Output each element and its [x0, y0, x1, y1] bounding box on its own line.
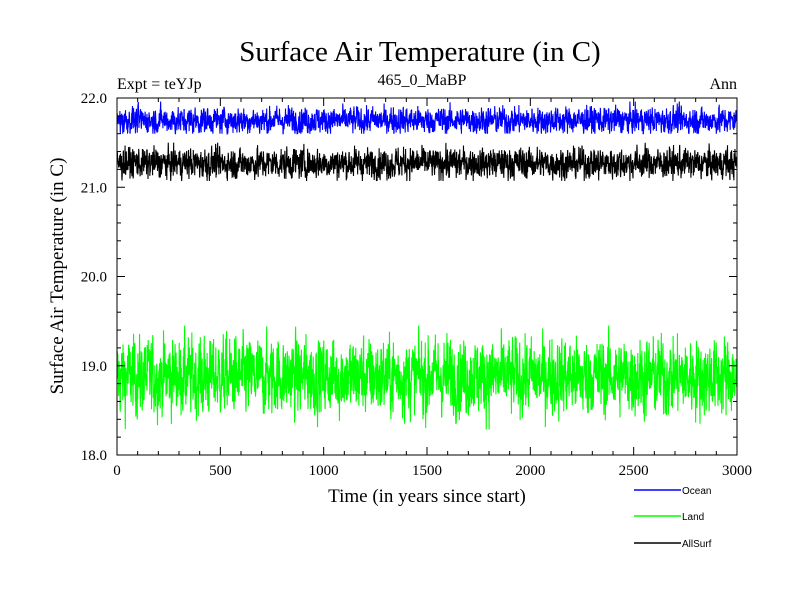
y-axis: 18.0 19.0 20.0 21.0 22.0: [81, 91, 737, 464]
series-line-land: [116, 325, 738, 430]
chart-title: Surface Air Temperature (in C): [239, 36, 600, 68]
series-line-allsurf: [116, 142, 738, 182]
x-axis: 0 500 1000 1500 2000 2500 3000: [113, 98, 752, 479]
x-tick-label: 1000: [309, 463, 339, 479]
x-tick-label: 500: [209, 463, 232, 479]
legend-label-land: Land: [682, 512, 704, 523]
x-tick-label: 2500: [619, 463, 649, 479]
x-tick-label: 2000: [515, 463, 545, 479]
series-line-ocean: [116, 101, 738, 136]
y-axis-label: Surface Air Temperature (in C): [47, 158, 68, 395]
y-tick-label: 22.0: [81, 91, 107, 107]
y-tick-label: 18.0: [81, 448, 107, 464]
x-tick-label: 0: [113, 463, 121, 479]
legend-label-ocean: Ocean: [682, 486, 711, 497]
series-layer: [116, 101, 738, 430]
legend-label-allsurf: AllSurf: [682, 539, 712, 550]
legend: Ocean Land AllSurf: [634, 486, 712, 550]
y-tick-label: 21.0: [81, 180, 107, 196]
experiment-label: Expt = teYJp: [117, 76, 202, 93]
period-label: 465_0_MaBP: [378, 72, 467, 89]
season-label: Ann: [709, 76, 737, 93]
x-axis-label: Time (in years since start): [328, 486, 526, 507]
x-tick-label: 1500: [412, 463, 442, 479]
y-tick-label: 20.0: [81, 270, 107, 286]
x-tick-label: 3000: [722, 463, 752, 479]
y-tick-label: 19.0: [81, 359, 107, 375]
